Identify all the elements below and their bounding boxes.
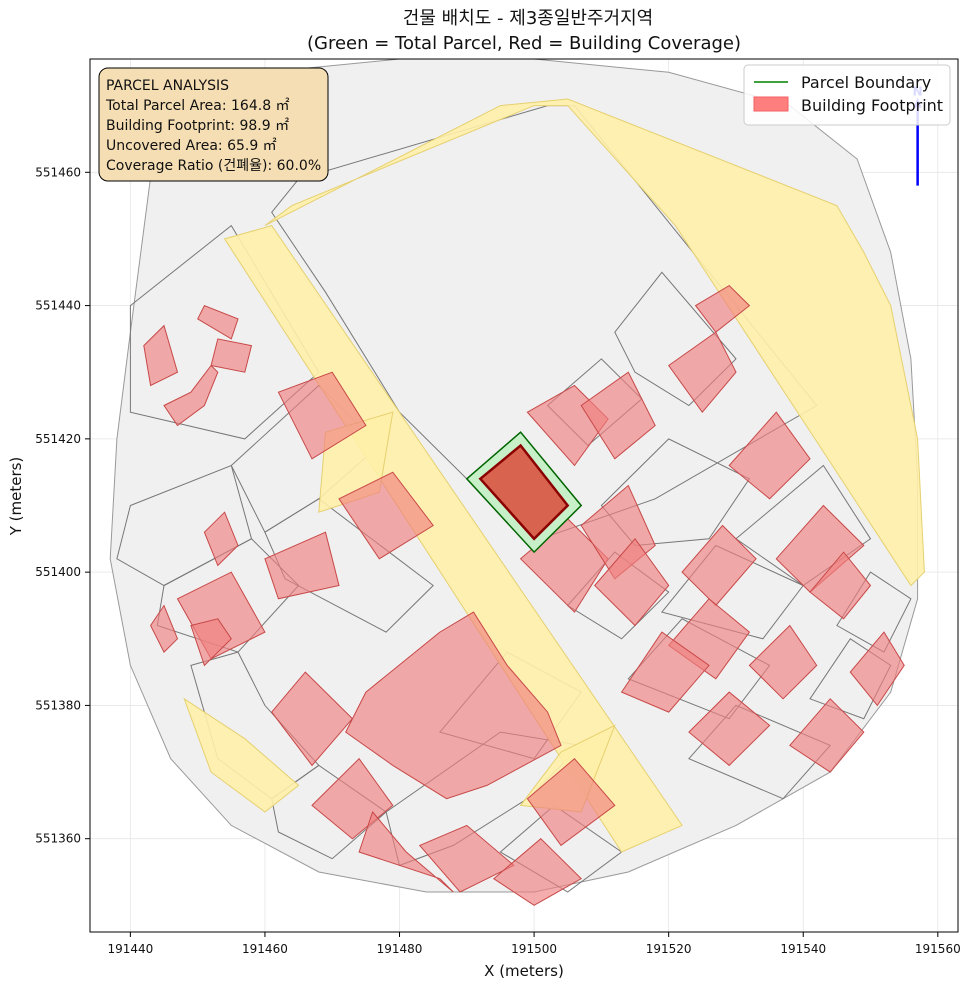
legend-label-building: Building Footprint xyxy=(801,96,943,115)
x-tick-label: 191500 xyxy=(511,942,557,956)
info-line-uncovered: Uncovered Area: 65.9 ㎡ xyxy=(106,138,277,154)
building-footprint xyxy=(789,698,865,773)
chart-title-line2: (Green = Total Parcel, Red = Building Co… xyxy=(307,33,741,54)
building-footprint xyxy=(688,691,771,767)
road-polygon xyxy=(264,98,925,587)
building-footprint xyxy=(526,757,616,847)
building-footprint xyxy=(694,284,751,333)
parcel-outline xyxy=(271,764,387,860)
building-footprint xyxy=(681,524,757,607)
building-footprint xyxy=(277,371,367,460)
building-footprint xyxy=(849,631,905,707)
plot-frame xyxy=(89,58,959,933)
target-layer xyxy=(465,431,583,554)
building-footprint xyxy=(580,371,656,460)
parcel-analysis-box: PARCEL ANALYSIS Total Parcel Area: 164.8… xyxy=(98,67,329,182)
building-footprint xyxy=(728,411,811,500)
building-footprint xyxy=(197,304,239,340)
info-line-coverage: Coverage Ratio (건폐율): 60.0% xyxy=(106,158,321,174)
building-footprint xyxy=(338,471,434,560)
x-tick-label: 191540 xyxy=(780,942,826,956)
y-tick-label: 551460 xyxy=(35,165,81,179)
building-footprint xyxy=(594,537,670,627)
y-axis-label: Y (meters) xyxy=(7,457,25,537)
building-footprint xyxy=(210,338,253,373)
building-footprint xyxy=(345,611,562,800)
target-building xyxy=(478,443,570,541)
parcel-outline xyxy=(129,224,320,440)
chart-title-line1: 건물 배치도 - 제3종일반주거지역 xyxy=(403,8,653,29)
x-axis-label: X (meters) xyxy=(484,962,564,980)
road-polygon xyxy=(183,697,300,813)
legend-swatch-building xyxy=(753,96,789,112)
info-line-total-area: Total Parcel Area: 164.8 ㎡ xyxy=(105,98,290,114)
building-footprint xyxy=(150,604,179,653)
y-tick-label: 551420 xyxy=(35,432,81,446)
building-footprint xyxy=(143,324,179,387)
x-tick-label: 191440 xyxy=(107,942,153,956)
x-tick-label: 191460 xyxy=(242,942,288,956)
building-footprint xyxy=(358,810,454,893)
x-tick-label: 191480 xyxy=(377,942,423,956)
building-footprint xyxy=(748,624,818,700)
building-footprint xyxy=(492,838,583,906)
plot-area: N xyxy=(89,58,959,933)
info-box-background xyxy=(98,67,329,182)
x-tick-label: 191520 xyxy=(646,942,692,956)
info-box-title: PARCEL ANALYSIS xyxy=(106,78,229,94)
y-tick-label: 551440 xyxy=(35,299,81,313)
tick-layer: 191440 191460 191480 191500 191520 191540 1915… xyxy=(35,165,961,956)
building-footprint xyxy=(203,511,239,567)
x-tick-label: 191560 xyxy=(915,942,961,956)
building-footprint xyxy=(620,631,710,713)
building-layer xyxy=(143,284,905,906)
building-footprint xyxy=(190,618,232,667)
building-footprint xyxy=(775,504,865,593)
y-tick-label: 551380 xyxy=(35,698,81,712)
y-tick-label: 551360 xyxy=(35,832,81,846)
legend-label-parcel: Parcel Boundary xyxy=(801,73,931,92)
parcel-outline xyxy=(735,464,872,587)
legend-frame xyxy=(743,64,951,126)
building-footprint xyxy=(809,551,872,620)
building-footprint xyxy=(667,331,737,414)
y-tick-label: 551400 xyxy=(35,565,81,579)
info-line-footprint: Building Footprint: 98.9 ㎡ xyxy=(106,118,289,134)
legend: Parcel Boundary Building Footprint xyxy=(743,64,951,126)
building-footprint xyxy=(264,531,340,600)
